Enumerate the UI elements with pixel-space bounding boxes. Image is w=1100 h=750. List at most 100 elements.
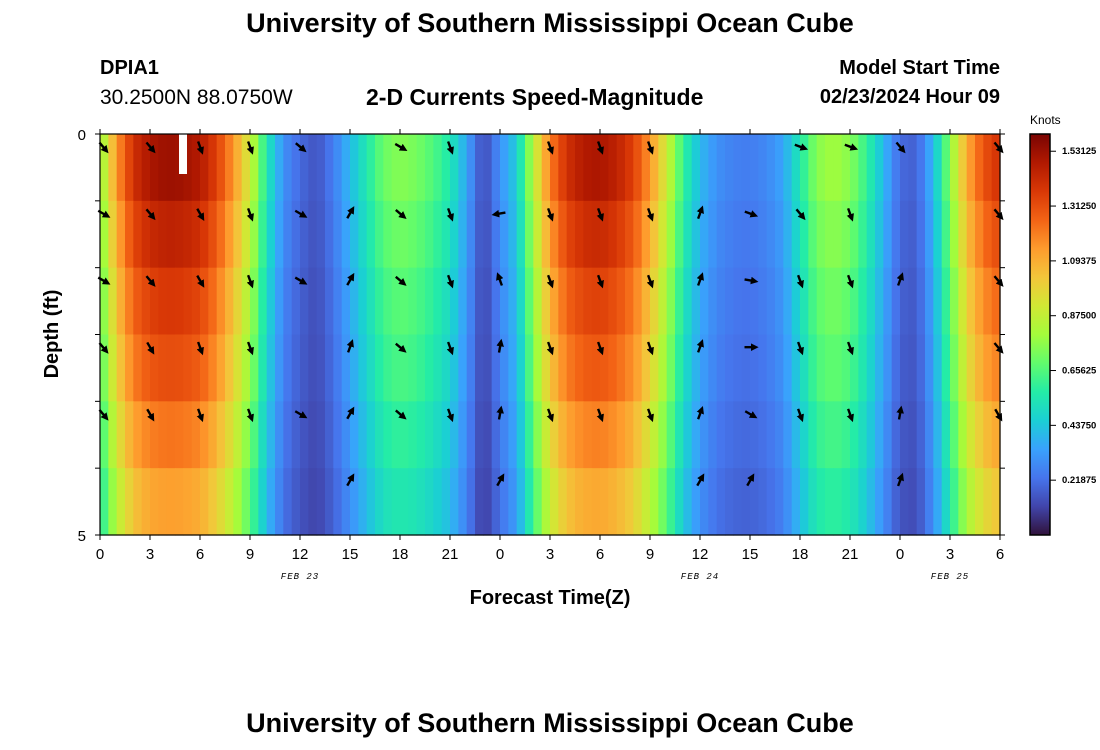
heatmap-cell — [475, 267, 484, 336]
heatmap-cell — [400, 468, 409, 536]
heatmap-cell — [916, 134, 926, 202]
current-arrow — [446, 274, 454, 289]
heatmap-cell — [275, 468, 284, 536]
heatmap-cell — [733, 200, 743, 269]
heatmap-cell — [166, 468, 176, 536]
heatmap-cell — [400, 267, 409, 336]
heatmap-cell — [683, 401, 693, 469]
heatmap-cell — [400, 334, 409, 402]
heatmap-cell — [558, 267, 568, 336]
heatmap-cell — [291, 401, 301, 469]
heatmap-cell — [650, 200, 659, 269]
heatmap-cell — [108, 267, 118, 336]
colorbar-tick-label: 1.09375 — [1062, 256, 1097, 267]
heatmap-cell — [200, 134, 209, 202]
heatmap-cell — [550, 401, 559, 469]
heatmap-cell — [350, 468, 359, 536]
heatmap-cell — [275, 401, 284, 469]
heatmap-cell — [591, 267, 601, 336]
heatmap-cell — [341, 267, 351, 336]
heatmap-cell — [241, 334, 251, 402]
heatmap-cell — [558, 134, 568, 202]
heatmap-cell — [241, 468, 251, 536]
current-arrow — [796, 408, 804, 423]
heatmap-cell — [900, 134, 909, 202]
heatmap-cell — [216, 134, 226, 202]
heatmap-cell — [983, 267, 993, 336]
heatmap-cell — [483, 134, 493, 202]
heatmap-cell — [716, 134, 726, 202]
heatmap-cell — [425, 267, 434, 336]
heatmap-cell — [733, 267, 743, 336]
heatmap-cell — [683, 267, 693, 336]
heatmap-cell — [150, 134, 159, 202]
heatmap-cell — [150, 468, 159, 536]
heatmap-cell — [966, 200, 976, 269]
station-id: DPIA1 — [100, 57, 159, 79]
heatmap-cell — [358, 468, 368, 536]
heatmap-cell — [483, 200, 493, 269]
heatmap-cell — [666, 267, 676, 336]
heatmap-cell — [466, 267, 476, 336]
heatmap-cell — [783, 334, 793, 402]
heatmap-cell — [150, 401, 159, 469]
heatmap-cell — [491, 267, 501, 336]
heatmap-cell — [725, 134, 734, 202]
heatmap-cell — [466, 200, 476, 269]
heatmap-cell — [191, 134, 201, 202]
heatmap-cell — [858, 468, 868, 536]
heatmap-cell — [600, 401, 609, 469]
heatmap-cell — [500, 401, 509, 469]
current-arrow — [496, 338, 504, 353]
current-arrow — [846, 408, 854, 423]
heatmap-cell — [383, 334, 393, 402]
heatmap-cell — [658, 200, 668, 269]
heatmap-cell — [700, 334, 709, 402]
heatmap-cell — [250, 334, 259, 402]
heatmap-cell — [833, 468, 843, 536]
heatmap-cell — [425, 468, 434, 536]
heatmap-cell — [416, 200, 426, 269]
heatmap-cell — [641, 200, 651, 269]
current-arrow — [746, 473, 755, 487]
heatmap-cell — [600, 200, 609, 269]
heatmap-cell — [683, 134, 693, 202]
heatmap-cell — [158, 200, 168, 269]
heatmap-cell — [141, 334, 151, 402]
heatmap-cell — [766, 267, 776, 336]
current-arrow — [696, 405, 704, 420]
heatmap-cell — [841, 200, 851, 269]
heatmap-cell — [416, 134, 426, 202]
heatmap-cell — [733, 134, 743, 202]
heatmap-cell — [608, 401, 618, 469]
heatmap-cell — [675, 134, 684, 202]
heatmap-cell — [983, 468, 993, 536]
heatmap-cell — [325, 267, 334, 336]
heatmap-cell — [666, 134, 676, 202]
heatmap-cell — [108, 401, 118, 469]
heatmap-cell — [483, 334, 493, 402]
current-arrow — [346, 339, 354, 353]
heatmap-cell — [833, 200, 843, 269]
current-arrow — [646, 341, 654, 356]
current-arrow — [246, 274, 254, 289]
heatmap-cell — [775, 334, 784, 402]
heatmap-cell — [275, 200, 284, 269]
heatmap-cell — [691, 200, 701, 269]
heatmap-cell — [775, 200, 784, 269]
heatmap-cell — [258, 468, 268, 536]
current-arrow — [896, 472, 904, 487]
x-tick-label: 6 — [996, 546, 1004, 563]
heatmap-cell — [900, 401, 909, 469]
heatmap-cell — [250, 401, 259, 469]
heatmap-cell — [283, 468, 293, 536]
heatmap-cell — [483, 401, 493, 469]
x-tick-label: 18 — [392, 546, 409, 563]
heatmap-cell — [875, 267, 884, 336]
heatmap-cell — [408, 401, 418, 469]
heatmap-cell — [375, 401, 384, 469]
heatmap-cell — [733, 468, 743, 536]
heatmap-cell — [800, 134, 809, 202]
heatmap-cell — [216, 267, 226, 336]
